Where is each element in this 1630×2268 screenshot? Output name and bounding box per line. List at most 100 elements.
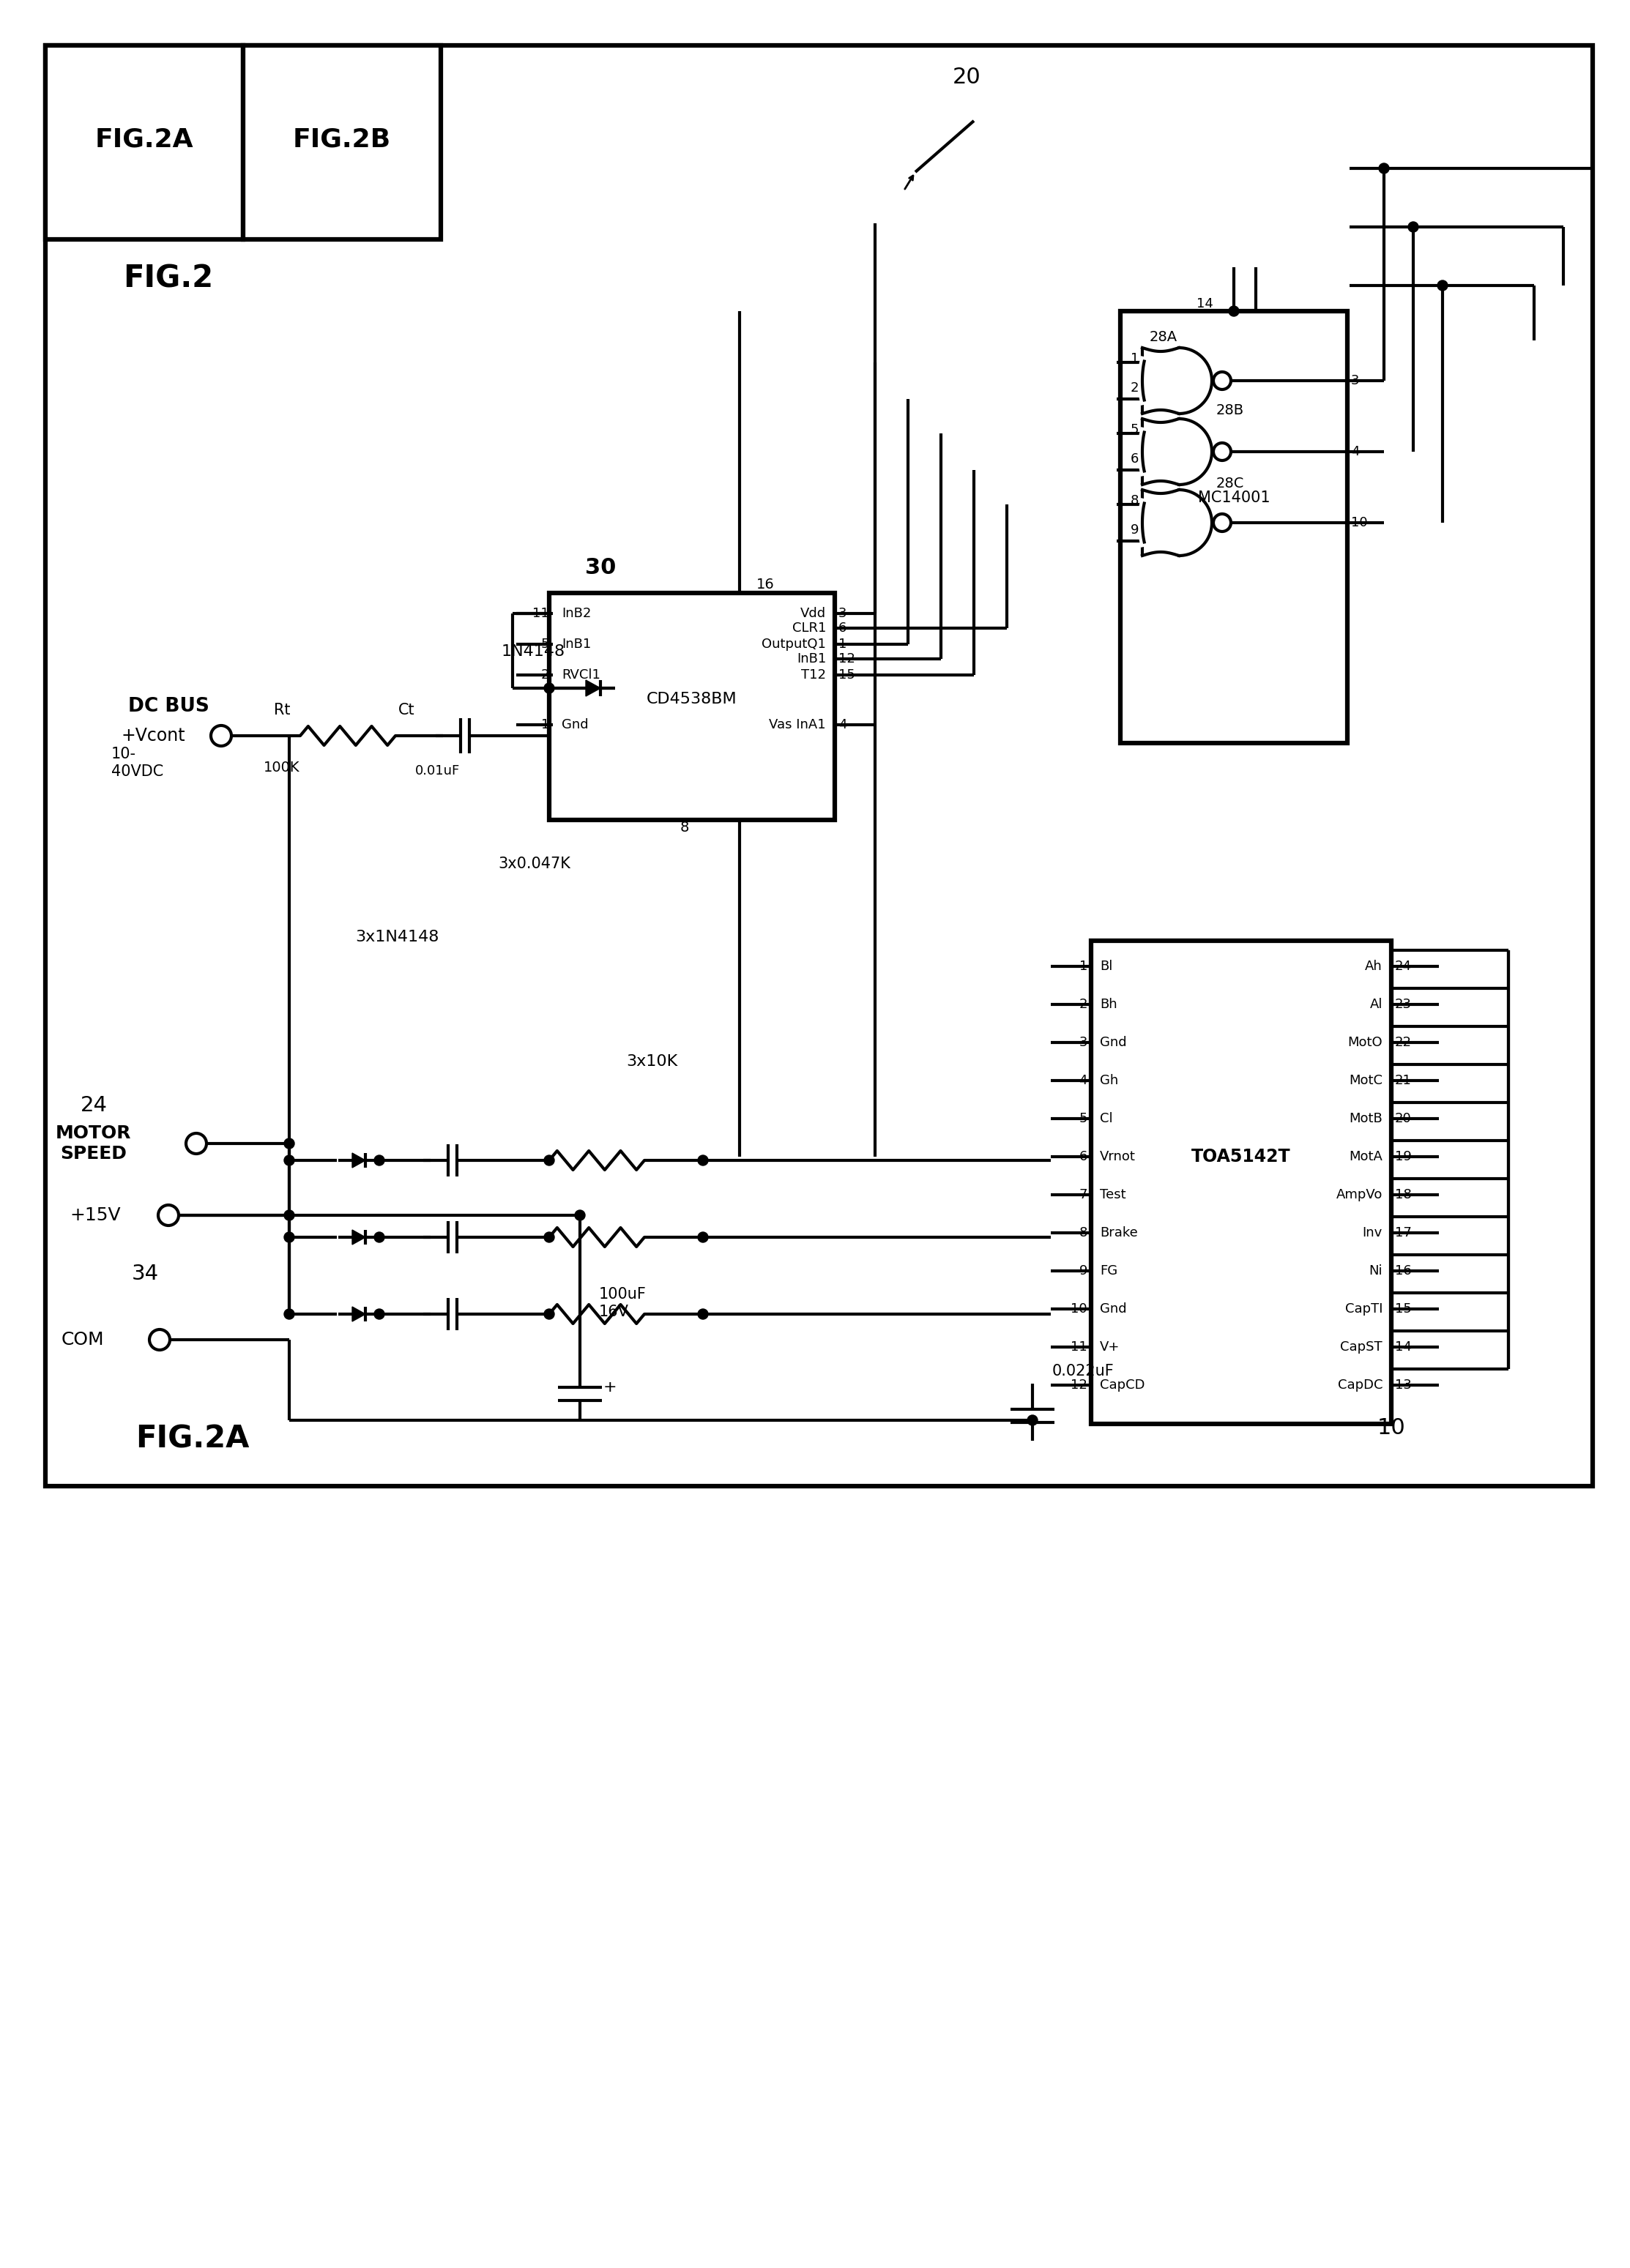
Text: Test: Test bbox=[1100, 1188, 1126, 1202]
Circle shape bbox=[1213, 442, 1231, 460]
Text: Vdd: Vdd bbox=[800, 608, 826, 619]
Text: 5: 5 bbox=[1130, 424, 1139, 435]
Text: OutputQ1: OutputQ1 bbox=[761, 637, 826, 651]
Circle shape bbox=[544, 1309, 554, 1320]
Bar bbox=[549, 592, 835, 821]
Text: 28B: 28B bbox=[1216, 404, 1244, 417]
Text: MC14001: MC14001 bbox=[1198, 490, 1270, 506]
Text: Rt: Rt bbox=[274, 703, 290, 717]
Circle shape bbox=[284, 1232, 295, 1243]
Text: 4: 4 bbox=[838, 719, 848, 730]
Bar bbox=[1090, 941, 1392, 1424]
Circle shape bbox=[150, 1329, 170, 1349]
Text: Ct: Ct bbox=[398, 703, 414, 717]
Text: 15: 15 bbox=[838, 669, 856, 683]
Text: DC BUS: DC BUS bbox=[129, 696, 209, 717]
Text: Gnd: Gnd bbox=[1100, 1036, 1126, 1050]
Polygon shape bbox=[352, 1152, 365, 1168]
Text: 8: 8 bbox=[680, 821, 689, 835]
Text: 9: 9 bbox=[1130, 524, 1139, 538]
Text: MotB: MotB bbox=[1350, 1111, 1382, 1125]
Text: CLR1: CLR1 bbox=[792, 621, 826, 635]
Text: 2: 2 bbox=[1079, 998, 1087, 1012]
Text: Gh: Gh bbox=[1100, 1075, 1118, 1086]
Bar bbox=[1120, 311, 1348, 744]
Text: 20: 20 bbox=[952, 66, 981, 88]
Text: InB1: InB1 bbox=[797, 653, 826, 665]
Text: 8: 8 bbox=[1079, 1227, 1087, 1238]
Text: 19: 19 bbox=[1395, 1150, 1412, 1163]
Text: 16: 16 bbox=[756, 578, 774, 592]
Circle shape bbox=[375, 1309, 385, 1320]
Text: Vas InA1: Vas InA1 bbox=[769, 719, 826, 730]
Circle shape bbox=[575, 1211, 585, 1220]
Text: 0.022uF: 0.022uF bbox=[1053, 1363, 1115, 1379]
Text: 6: 6 bbox=[1130, 451, 1139, 465]
Text: Inv: Inv bbox=[1363, 1227, 1382, 1238]
Text: CapST: CapST bbox=[1340, 1340, 1382, 1354]
Text: CapTI: CapTI bbox=[1345, 1302, 1382, 1315]
Text: 3: 3 bbox=[1079, 1036, 1087, 1050]
Bar bbox=[46, 45, 243, 240]
Polygon shape bbox=[352, 1306, 365, 1322]
Circle shape bbox=[1229, 306, 1239, 315]
Text: FIG.2: FIG.2 bbox=[124, 263, 214, 293]
Circle shape bbox=[284, 1154, 295, 1166]
Text: 3: 3 bbox=[1351, 374, 1359, 388]
Text: +15V: +15V bbox=[70, 1207, 121, 1225]
Circle shape bbox=[698, 1232, 707, 1243]
Text: 4: 4 bbox=[1351, 445, 1359, 458]
Text: 6: 6 bbox=[838, 621, 846, 635]
Text: Ah: Ah bbox=[1364, 959, 1382, 973]
Circle shape bbox=[544, 1154, 554, 1166]
Text: 5: 5 bbox=[1079, 1111, 1087, 1125]
Text: 8: 8 bbox=[1130, 494, 1139, 508]
Text: MotC: MotC bbox=[1348, 1075, 1382, 1086]
Text: TOA5142T: TOA5142T bbox=[1192, 1148, 1291, 1166]
Polygon shape bbox=[585, 680, 600, 696]
Circle shape bbox=[158, 1204, 179, 1225]
Circle shape bbox=[1379, 163, 1389, 175]
Text: 2: 2 bbox=[1130, 381, 1139, 395]
Text: CapDC: CapDC bbox=[1338, 1379, 1382, 1393]
Circle shape bbox=[284, 1309, 295, 1320]
Circle shape bbox=[698, 1154, 707, 1166]
Text: Brake: Brake bbox=[1100, 1227, 1138, 1238]
Text: 1N4148: 1N4148 bbox=[500, 644, 566, 660]
Text: 28A: 28A bbox=[1149, 329, 1177, 345]
Circle shape bbox=[375, 1232, 385, 1243]
Text: 7: 7 bbox=[1079, 1188, 1087, 1202]
Text: InB1: InB1 bbox=[562, 637, 592, 651]
Polygon shape bbox=[352, 1229, 365, 1245]
Text: 1: 1 bbox=[541, 719, 549, 730]
Text: MOTOR
SPEED: MOTOR SPEED bbox=[55, 1125, 132, 1163]
Text: 11: 11 bbox=[533, 608, 549, 619]
Text: 1: 1 bbox=[838, 637, 846, 651]
Text: 21: 21 bbox=[1395, 1075, 1412, 1086]
Text: 23: 23 bbox=[1395, 998, 1412, 1012]
Text: +: + bbox=[603, 1379, 618, 1395]
Text: MotA: MotA bbox=[1350, 1150, 1382, 1163]
Text: 12: 12 bbox=[1071, 1379, 1087, 1393]
Text: 10-
40VDC: 10- 40VDC bbox=[111, 746, 163, 778]
Text: 22: 22 bbox=[1395, 1036, 1412, 1050]
Circle shape bbox=[186, 1134, 207, 1154]
Text: Ni: Ni bbox=[1369, 1263, 1382, 1277]
Text: 3: 3 bbox=[838, 608, 848, 619]
Text: 3x10K: 3x10K bbox=[626, 1055, 678, 1068]
Text: CapCD: CapCD bbox=[1100, 1379, 1144, 1393]
Text: 1: 1 bbox=[1130, 352, 1139, 365]
Text: 13: 13 bbox=[1395, 1379, 1412, 1393]
Text: 34: 34 bbox=[132, 1263, 158, 1284]
Circle shape bbox=[284, 1139, 295, 1148]
Text: 5: 5 bbox=[541, 637, 549, 651]
Circle shape bbox=[544, 683, 554, 694]
Text: 9: 9 bbox=[1079, 1263, 1087, 1277]
Circle shape bbox=[1438, 281, 1447, 290]
Text: 3x0.047K: 3x0.047K bbox=[499, 857, 570, 871]
Text: 16: 16 bbox=[1395, 1263, 1412, 1277]
Text: RVCl1: RVCl1 bbox=[562, 669, 600, 683]
Text: CD4538BM: CD4538BM bbox=[647, 692, 737, 705]
Text: 24: 24 bbox=[1395, 959, 1412, 973]
Text: T12: T12 bbox=[800, 669, 826, 683]
